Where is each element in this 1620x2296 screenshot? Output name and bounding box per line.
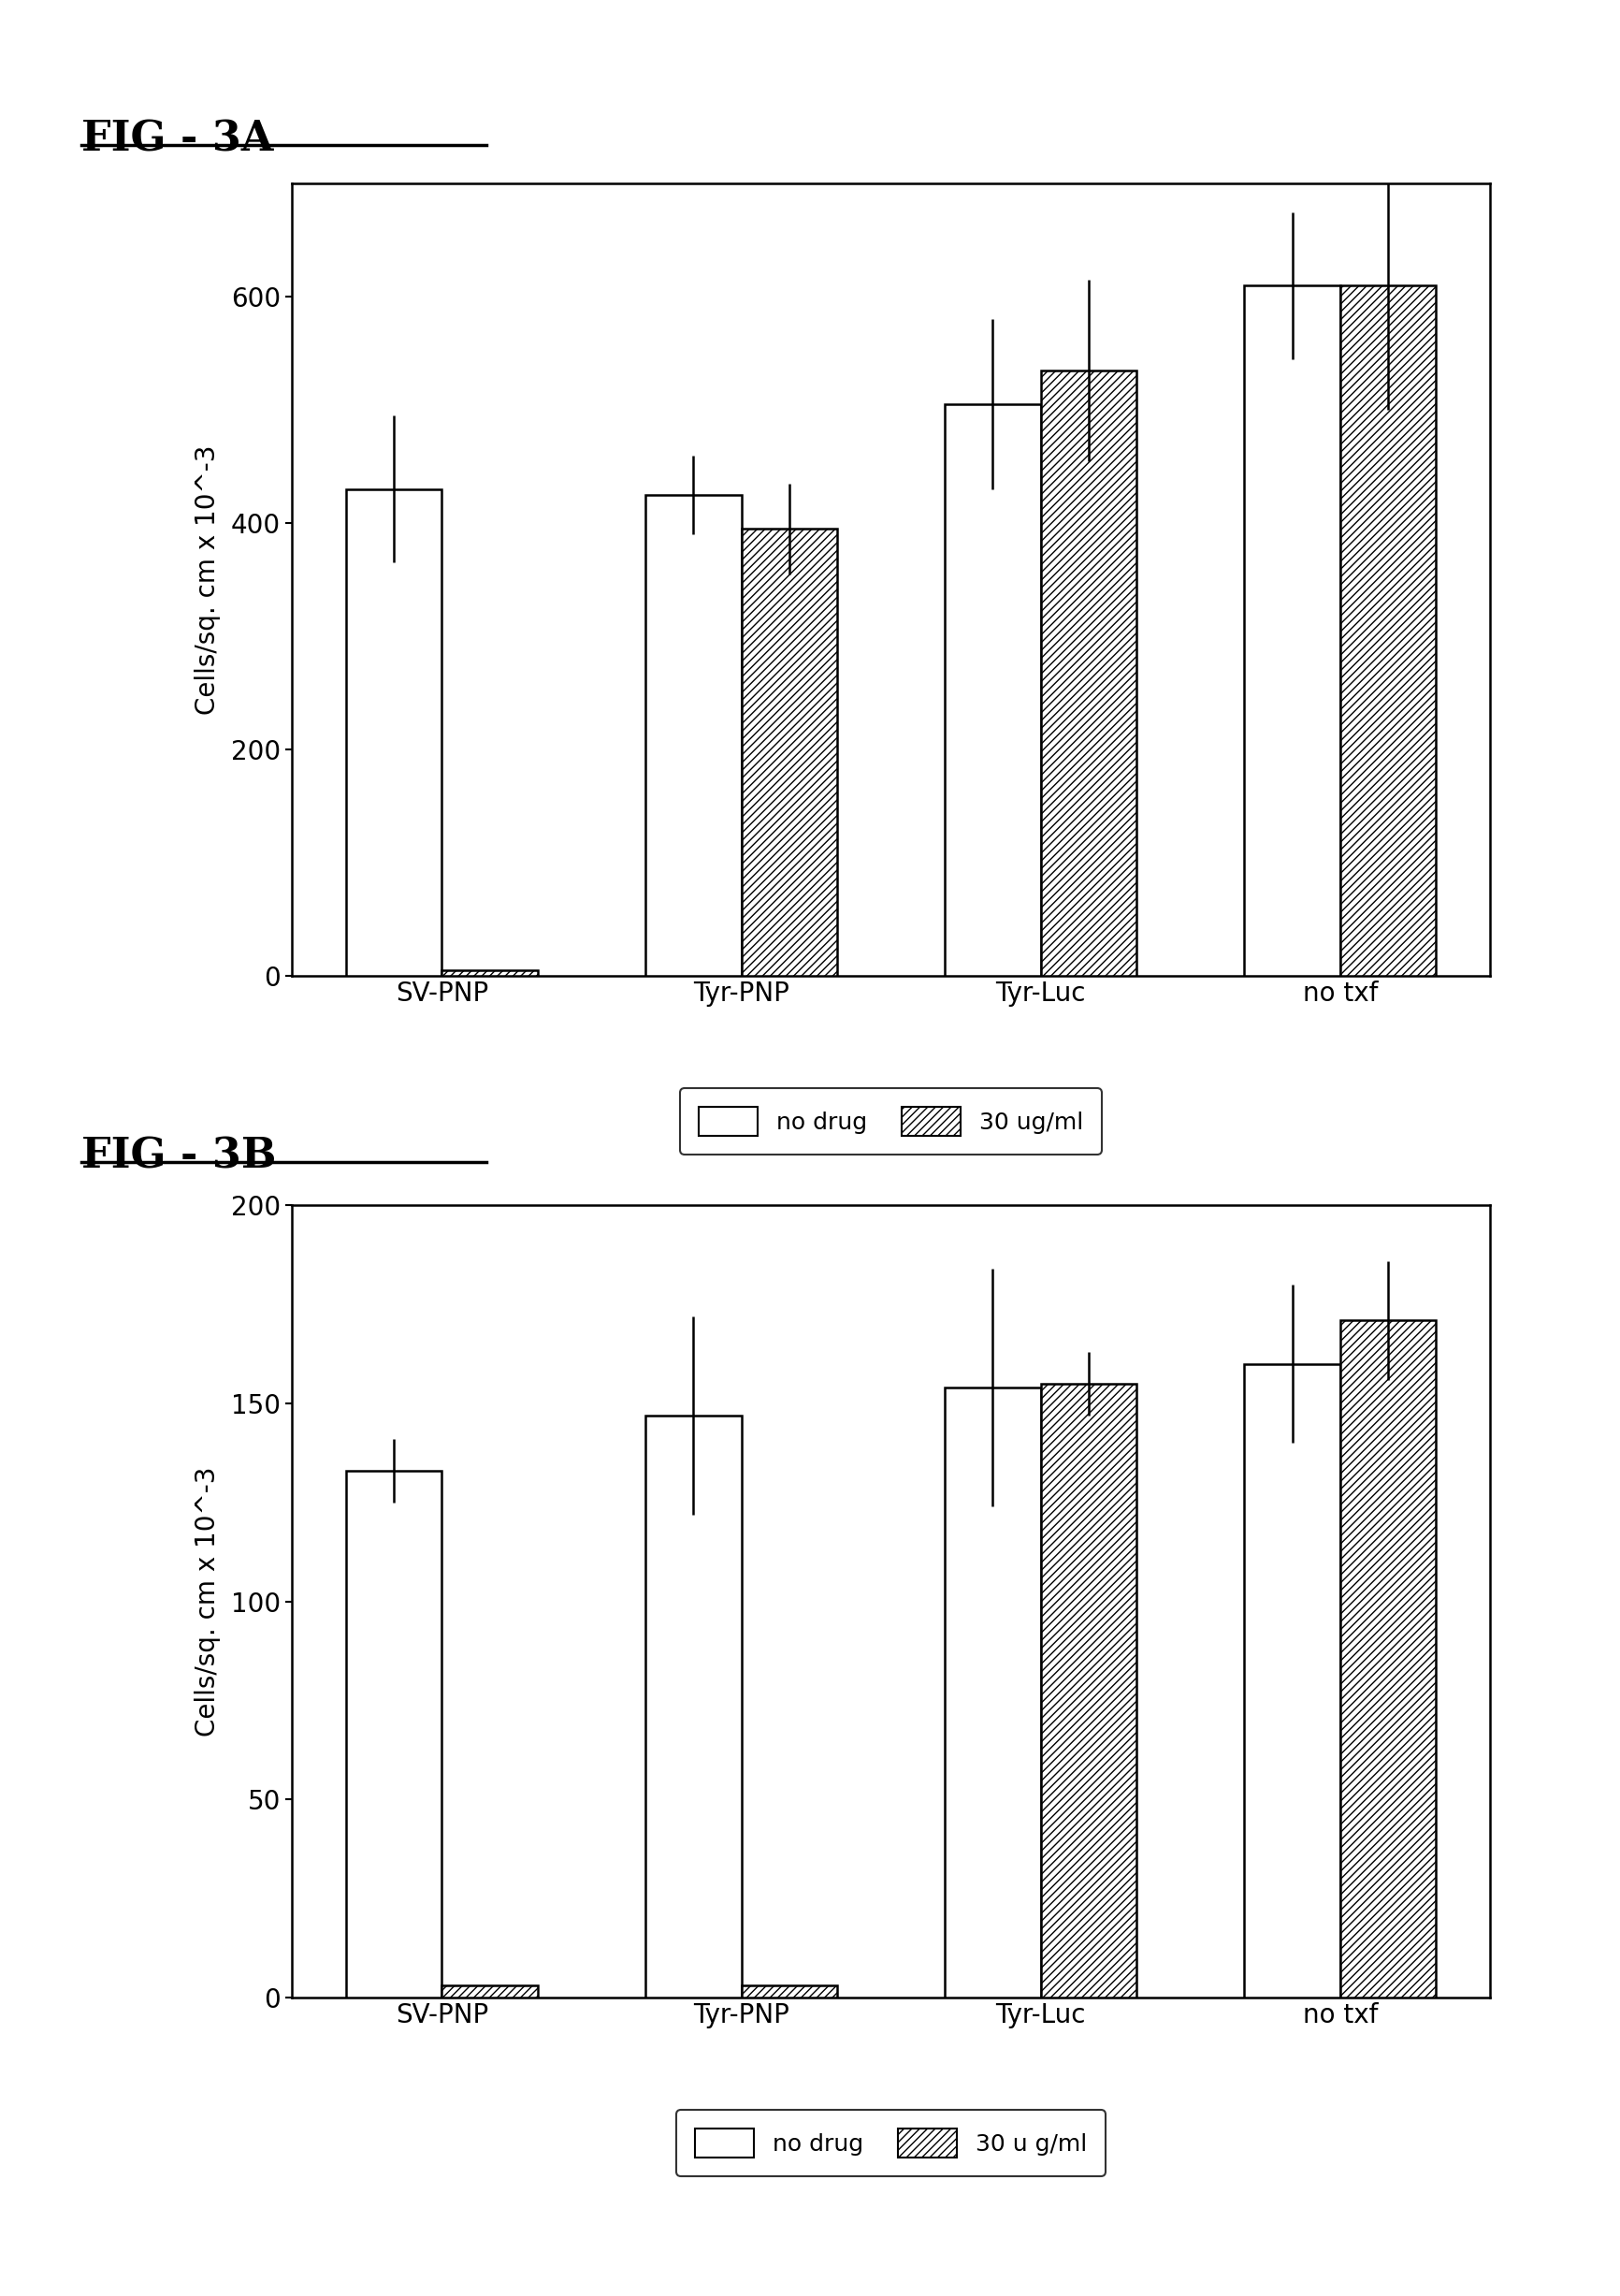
- Bar: [347, 489, 442, 976]
- Text: FIG - 3B: FIG - 3B: [81, 1137, 275, 1178]
- Bar: [442, 1986, 538, 1998]
- Bar: [645, 1414, 742, 1998]
- Bar: [944, 1387, 1040, 1998]
- Legend: no drug, 30 ug/ml: no drug, 30 ug/ml: [680, 1088, 1102, 1155]
- Bar: [944, 404, 1040, 976]
- Bar: [1340, 1320, 1435, 1998]
- Bar: [742, 1986, 838, 1998]
- Bar: [1340, 285, 1435, 976]
- Bar: [645, 496, 742, 976]
- Bar: [742, 528, 838, 976]
- Y-axis label: Cells/sq. cm x 10^-3: Cells/sq. cm x 10^-3: [194, 445, 220, 714]
- Bar: [1040, 370, 1137, 976]
- Bar: [442, 971, 538, 976]
- Bar: [1244, 285, 1340, 976]
- Bar: [1244, 1364, 1340, 1998]
- Legend: no drug, 30 u g/ml: no drug, 30 u g/ml: [677, 2110, 1105, 2177]
- Text: FIG - 3A: FIG - 3A: [81, 119, 274, 161]
- Bar: [1040, 1384, 1137, 1998]
- Bar: [347, 1472, 442, 1998]
- Y-axis label: Cells/sq. cm x 10^-3: Cells/sq. cm x 10^-3: [194, 1467, 220, 1736]
